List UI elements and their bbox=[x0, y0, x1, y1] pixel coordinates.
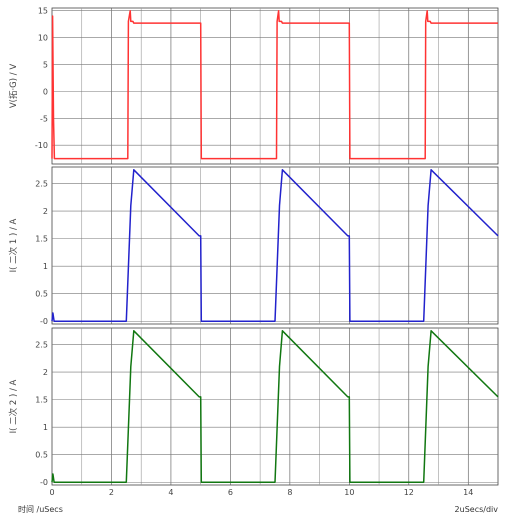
panel-current1-frame bbox=[51, 166, 499, 325]
x-tick-label: 6 bbox=[228, 488, 233, 497]
y-tick-label: 1.5 bbox=[35, 235, 48, 244]
y-axis-label: V(拓·G) / V bbox=[8, 64, 19, 109]
x-tick-label: 4 bbox=[168, 488, 173, 497]
x-tick-label: 14 bbox=[463, 488, 473, 497]
y-tick-label: 0.5 bbox=[35, 290, 48, 299]
x-tick-label: 10 bbox=[344, 488, 354, 497]
panel-current2-frame bbox=[51, 327, 499, 486]
x-tick-label: 0 bbox=[49, 488, 54, 497]
y-axis-label: I( 二次 1 ) / A bbox=[8, 218, 19, 272]
time-per-div-label: 2uSecs/div bbox=[455, 505, 499, 514]
y-tick-label: 1 bbox=[43, 423, 48, 432]
y-tick-label: 1.5 bbox=[35, 396, 48, 405]
y-tick-label: -0 bbox=[40, 478, 48, 487]
trace-voltage bbox=[51, 9, 498, 160]
y-tick-label: -0 bbox=[40, 317, 48, 326]
x-tick-label: 8 bbox=[287, 488, 292, 497]
y-tick-label: 2.5 bbox=[35, 180, 48, 189]
y-tick-label: -10 bbox=[35, 141, 48, 150]
trace-current1 bbox=[51, 169, 499, 322]
panel-voltage-frame bbox=[51, 7, 499, 165]
y-tick-label: 2 bbox=[43, 207, 48, 216]
x-axis-label: 时间 /uSecs bbox=[18, 504, 63, 514]
y-tick-label: 1 bbox=[43, 262, 48, 271]
x-tick-label: 12 bbox=[404, 488, 414, 497]
y-tick-label: 0.5 bbox=[35, 451, 48, 460]
y-tick-label: -5 bbox=[40, 114, 48, 123]
x-tick-label: 2 bbox=[109, 488, 114, 497]
y-axis-label: I( 二次 2 ) / A bbox=[8, 379, 19, 433]
trace-current2 bbox=[51, 330, 499, 483]
y-tick-label: 15 bbox=[38, 7, 48, 16]
y-tick-label: 2.5 bbox=[35, 341, 48, 350]
y-tick-label: 0 bbox=[43, 87, 48, 96]
y-tick-label: 5 bbox=[43, 60, 48, 69]
y-tick-label: 10 bbox=[38, 34, 48, 43]
y-tick-label: 2 bbox=[43, 368, 48, 377]
